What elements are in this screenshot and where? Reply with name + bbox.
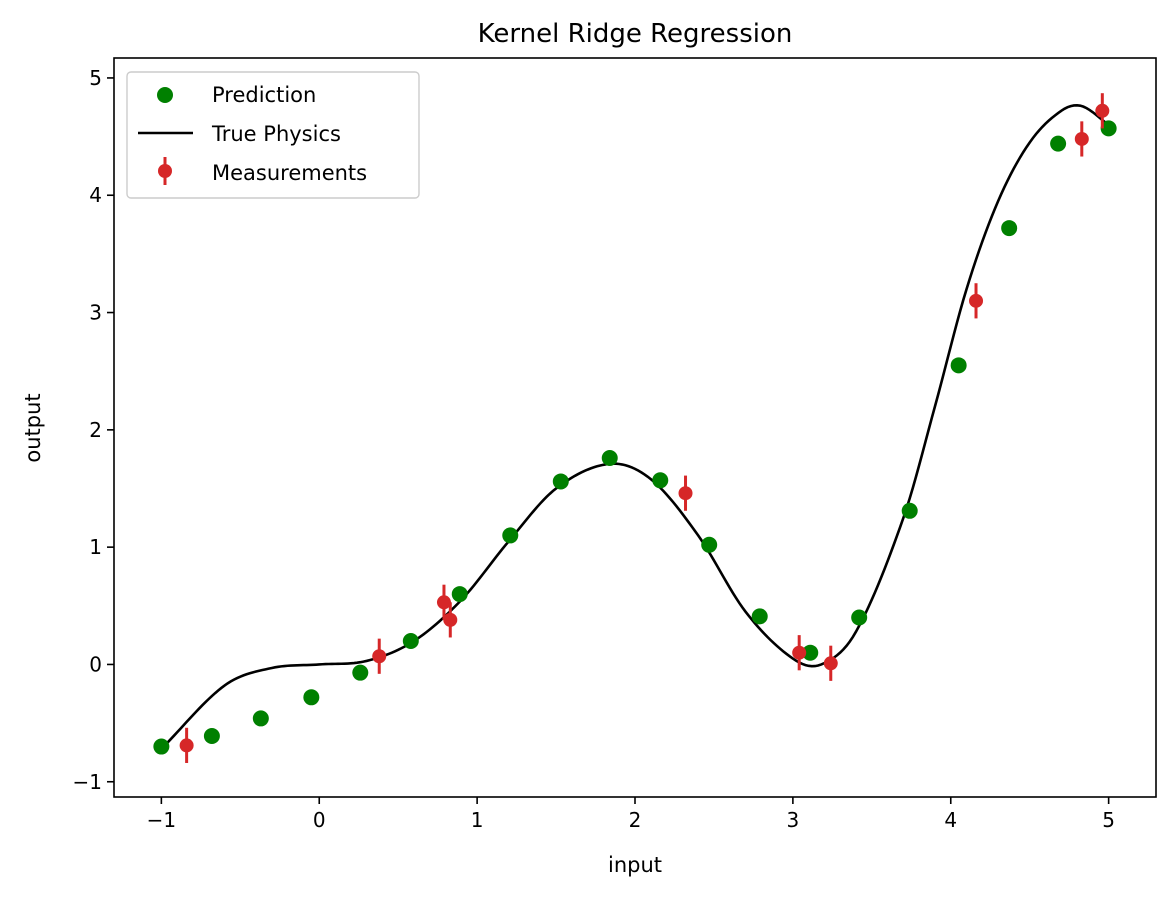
legend-true-physics-label: True Physics bbox=[211, 122, 341, 146]
x-tick-label-1: 0 bbox=[313, 808, 326, 832]
measurement-point-6 bbox=[823, 656, 838, 671]
prediction-point-5 bbox=[402, 632, 419, 649]
prediction-point-10 bbox=[652, 472, 669, 489]
x-axis-label: input bbox=[608, 853, 662, 877]
prediction-point-12 bbox=[751, 608, 768, 625]
legend-measurements-marker bbox=[158, 164, 172, 178]
legend-prediction-label: Prediction bbox=[212, 83, 316, 107]
x-tick-label-6: 5 bbox=[1102, 808, 1115, 832]
y-axis: −1 0 1 2 3 4 5 bbox=[73, 66, 114, 794]
prediction-point-3 bbox=[303, 689, 320, 706]
true-physics-layer bbox=[160, 104, 1110, 750]
measurement-point-1 bbox=[372, 649, 387, 664]
prediction-point-8 bbox=[552, 473, 569, 490]
prediction-point-7 bbox=[502, 527, 519, 544]
prediction-point-9 bbox=[601, 449, 618, 466]
prediction-point-13 bbox=[802, 644, 819, 661]
measurement-point-8 bbox=[1074, 131, 1089, 146]
y-tick-label-5: 4 bbox=[89, 183, 102, 207]
prediction-point-0 bbox=[153, 738, 170, 755]
prediction-point-17 bbox=[1001, 220, 1018, 237]
prediction-point-15 bbox=[901, 502, 918, 519]
measurement-point-4 bbox=[678, 486, 693, 501]
prediction-point-1 bbox=[203, 728, 220, 745]
x-tick-label-3: 2 bbox=[629, 808, 642, 832]
y-tick-label-1: 0 bbox=[89, 652, 102, 676]
x-axis: −1 0 1 2 3 4 5 bbox=[147, 797, 1115, 832]
prediction-point-11 bbox=[701, 536, 718, 553]
legend-prediction-marker bbox=[157, 87, 173, 103]
legend-measurements-label: Measurements bbox=[212, 161, 367, 185]
y-tick-label-2: 1 bbox=[89, 535, 102, 559]
measurement-point-3 bbox=[443, 612, 458, 627]
plot-area bbox=[153, 93, 1117, 763]
measurement-point-0 bbox=[179, 738, 194, 753]
prediction-point-4 bbox=[352, 664, 369, 681]
measurement-point-2 bbox=[436, 595, 451, 610]
y-tick-label-3: 2 bbox=[89, 418, 102, 442]
prediction-point-6 bbox=[451, 586, 468, 603]
measurement-point-5 bbox=[792, 645, 807, 660]
y-tick-label-4: 3 bbox=[89, 301, 102, 325]
x-tick-label-5: 4 bbox=[944, 808, 957, 832]
legend-box bbox=[126, 71, 420, 199]
measurement-point-9 bbox=[1095, 103, 1110, 118]
prediction-point-16 bbox=[950, 357, 967, 374]
prediction-point-19 bbox=[1100, 120, 1117, 137]
y-tick-label-0: −1 bbox=[73, 770, 102, 794]
prediction-point-18 bbox=[1050, 135, 1067, 152]
measurement-point-7 bbox=[969, 293, 984, 308]
x-tick-label-2: 1 bbox=[471, 808, 484, 832]
chart-title: Kernel Ridge Regression bbox=[478, 19, 793, 49]
x-tick-label-4: 3 bbox=[787, 808, 800, 832]
prediction-point-2 bbox=[252, 710, 269, 727]
legend: Prediction True Physics Measurements bbox=[126, 71, 420, 199]
x-tick-label-0: −1 bbox=[147, 808, 176, 832]
prediction-point-14 bbox=[851, 609, 868, 626]
y-tick-label-6: 5 bbox=[89, 66, 102, 90]
measurements-layer bbox=[179, 93, 1110, 763]
true-physics-line bbox=[160, 104, 1110, 750]
y-axis-label: output bbox=[21, 393, 45, 462]
prediction-layer bbox=[153, 120, 1117, 755]
